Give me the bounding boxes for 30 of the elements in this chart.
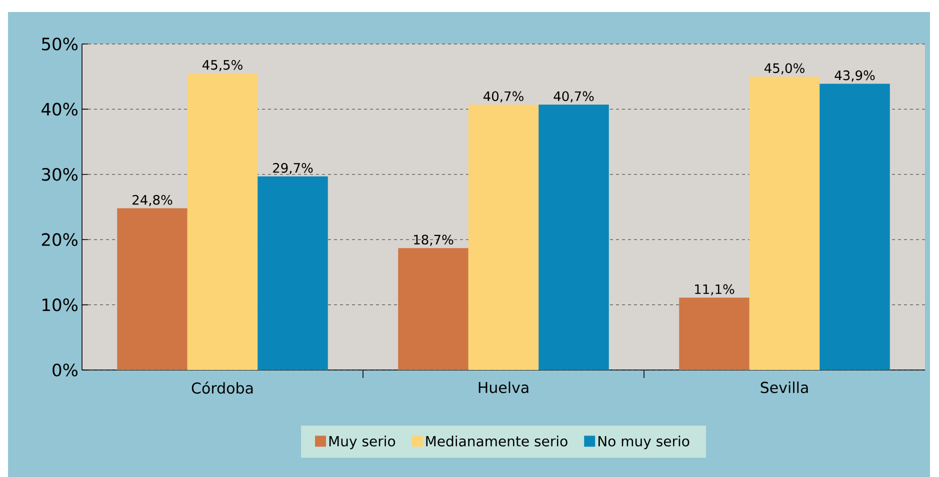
bar <box>258 176 328 370</box>
bar <box>679 298 750 370</box>
data-label: 29,7% <box>273 163 313 174</box>
bar <box>468 104 539 370</box>
bar <box>117 208 188 370</box>
data-label: 40,7% <box>554 91 594 102</box>
x-tick-label: Huelva <box>478 382 528 394</box>
bar <box>187 73 258 370</box>
data-label: 45,5% <box>202 60 242 72</box>
legend-label: Muy serio <box>329 436 396 450</box>
bar <box>749 76 820 370</box>
data-label: 11,1% <box>695 284 734 296</box>
bar <box>820 84 890 370</box>
y-tick-label: 40% <box>42 102 78 116</box>
y-tick-label: 30% <box>42 168 78 181</box>
y-tick-label: 50% <box>42 38 78 50</box>
y-tick-label: 0% <box>52 364 78 376</box>
legend-label: No muy serio <box>598 436 690 450</box>
bar <box>538 104 609 370</box>
data-label: 40,7% <box>483 91 524 102</box>
x-tick-label: Sevilla <box>760 382 808 394</box>
legend-label: Medianamente serio <box>426 436 568 446</box>
x-tick-label: Córdoba <box>192 382 253 394</box>
y-tick-label: 10% <box>42 298 78 312</box>
y-tick-label: 20% <box>42 233 78 246</box>
data-label: 18,7% <box>414 234 454 246</box>
bar <box>398 248 468 370</box>
data-label: 24,8% <box>132 194 172 206</box>
data-label: 45,0% <box>764 63 804 74</box>
data-label: 43,9% <box>834 70 875 82</box>
